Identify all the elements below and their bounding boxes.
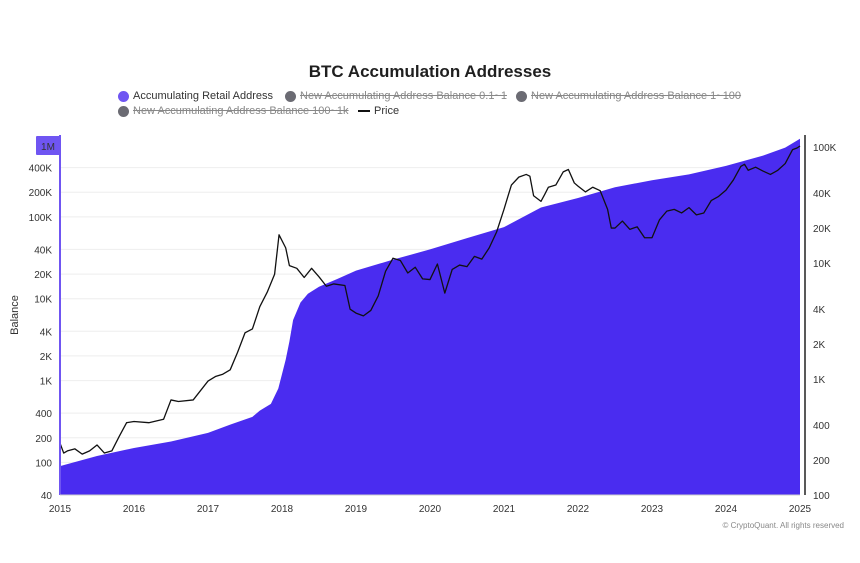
legend-label-balance-1-100: New Accumulating Address Balance 1~100 (531, 90, 742, 102)
legend-item-balance-1-100[interactable]: New Accumulating Address Balance 1~100 (516, 90, 741, 102)
y-tick-label: 100K (29, 213, 53, 224)
x-tick-label: 2015 (49, 504, 72, 515)
y2-tick-label: 10K (813, 259, 831, 270)
legend-item-retail[interactable]: Accumulating Retail Address (118, 90, 273, 102)
y2-tick-label: 1K (813, 375, 826, 386)
legend-label-price: Price (374, 105, 400, 117)
legend-label-balance-100-1k: New Accumulating Address Balance 100~1k (133, 105, 349, 117)
y2-tick-label: 2K (813, 340, 826, 351)
y-tick-label: 200K (29, 188, 53, 199)
legend-label-retail: Accumulating Retail Address (133, 90, 274, 102)
x-tick-label: 2021 (493, 504, 516, 515)
y-top-badge: 1M (41, 142, 55, 153)
y-tick-label: 100 (35, 458, 52, 469)
y-axis-title: Balance (9, 295, 21, 335)
y-tick-label: 40 (41, 491, 53, 502)
y-tick-label: 400K (29, 164, 53, 175)
watermark: © CryptoQuant. All rights reserved (722, 521, 845, 530)
y-tick-label: 4K (40, 327, 53, 338)
legend-swatch-balance-0-1-1 (285, 90, 296, 102)
y-tick-label: 10K (34, 295, 52, 306)
y-top-badge-box (36, 136, 60, 155)
y-tick-label: 400 (35, 409, 52, 420)
series-line-price (59, 145, 801, 455)
legend-swatch-retail (118, 90, 129, 102)
y-tick-label: 20K (34, 270, 52, 281)
y-tick-label: 200 (35, 434, 52, 445)
x-tick-label: 2018 (271, 504, 294, 515)
x-tick-label: 2025 (789, 504, 812, 515)
y-tick-label: 2K (40, 352, 53, 363)
legend-item-balance-0-1-1[interactable]: New Accumulating Address Balance 0.1~1 (285, 90, 507, 102)
y-tick-label: 40K (34, 245, 52, 256)
y2-tick-label: 40K (813, 189, 831, 200)
x-tick-label: 2016 (123, 504, 146, 515)
x-tick-label: 2017 (197, 504, 220, 515)
legend-swatch-balance-1-100 (516, 90, 527, 102)
legend-swatch-price (358, 110, 370, 112)
y2-tick-label: 4K (813, 305, 826, 316)
legend: Accumulating Retail Address New Accumula… (0, 0, 860, 120)
x-tick-label: 2022 (567, 504, 590, 515)
y-tick-label: 1K (40, 377, 53, 388)
legend-label-balance-0-1-1: New Accumulating Address Balance 0.1~1 (300, 90, 507, 102)
y2-tick-label: 400 (813, 421, 830, 432)
x-tick-label: 2024 (715, 504, 738, 515)
y2-tick-label: 20K (813, 224, 831, 235)
y2-tick-label: 100K (813, 143, 837, 154)
legend-swatch-balance-100-1k (118, 105, 129, 117)
x-tick-label: 2019 (345, 504, 368, 515)
x-tick-label: 2020 (419, 504, 442, 515)
y2-tick-label: 200 (813, 456, 830, 467)
legend-item-price[interactable]: Price (358, 105, 399, 117)
legend-item-balance-100-1k[interactable]: New Accumulating Address Balance 100~1k (118, 105, 349, 117)
x-tick-label: 2023 (641, 504, 664, 515)
y2-tick-label: 100 (813, 491, 830, 502)
chart-title: BTC Accumulation Addresses (308, 62, 552, 81)
